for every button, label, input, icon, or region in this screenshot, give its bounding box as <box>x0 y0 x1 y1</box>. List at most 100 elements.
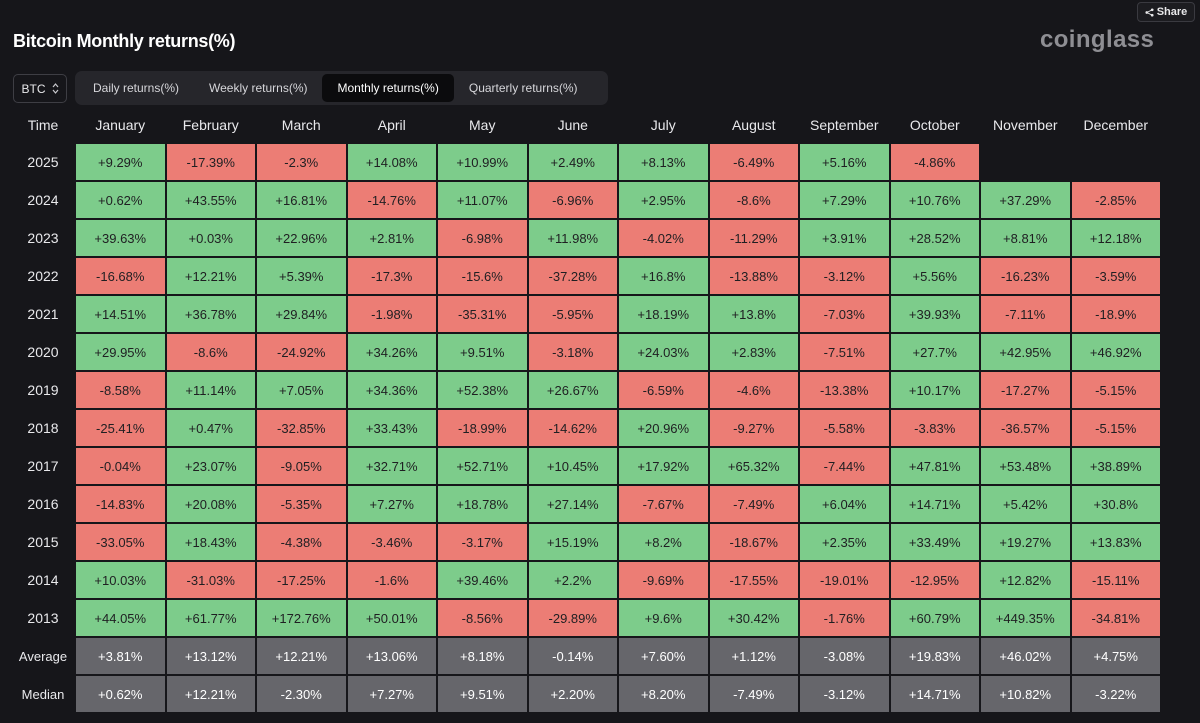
return-cell: +11.14% <box>166 372 255 408</box>
summary-cell: -3.22% <box>1071 676 1160 712</box>
return-cell: +0.47% <box>166 410 255 446</box>
page-title: Bitcoin Monthly returns(%) <box>13 31 236 51</box>
return-cell: +10.03% <box>76 562 165 598</box>
return-cell: -1.6% <box>347 562 436 598</box>
return-cell: -8.58% <box>76 372 165 408</box>
return-cell: +27.7% <box>890 334 979 370</box>
table-header-row: Time January February March April May June Jul… <box>12 108 1160 142</box>
return-cell: +5.56% <box>890 258 979 294</box>
return-cell: +16.81% <box>257 182 346 218</box>
return-cell: +39.63% <box>76 220 165 256</box>
return-cell: -24.92% <box>257 334 346 370</box>
return-cell: -25.41% <box>76 410 165 446</box>
return-cell <box>981 144 1070 180</box>
up-down-chevron-icon <box>52 83 58 94</box>
return-cell: +13.83% <box>1071 524 1160 560</box>
tab-weekly-returns[interactable]: Weekly returns(%) <box>209 81 308 95</box>
return-cell: -17.3% <box>347 258 436 294</box>
summary-cell: -0.14% <box>528 638 617 674</box>
return-cell: +14.08% <box>347 144 436 180</box>
summary-cell: +1.12% <box>709 638 798 674</box>
return-cell: +2.49% <box>528 144 617 180</box>
return-cell: +7.05% <box>257 372 346 408</box>
return-cell: +39.46% <box>438 562 527 598</box>
table-row: 2019 -8.58% +11.14% +7.05% +34.36% +52.38% +26… <box>12 372 1160 408</box>
return-cell: -37.28% <box>528 258 617 294</box>
period-tabs: Daily returns(%) Weekly returns(%) Month… <box>75 71 608 105</box>
summary-cell: +10.82% <box>981 676 1070 712</box>
table-row: 2021 +14.51% +36.78% +29.84% -1.98% -35.31% -5… <box>12 296 1160 332</box>
summary-row: Median +0.62% +12.21% -2.30% +7.27% +9.51% +2.… <box>12 676 1160 712</box>
year-cell: 2014 <box>27 572 59 588</box>
return-cell: -4.38% <box>257 524 346 560</box>
return-cell: +9.51% <box>438 334 527 370</box>
summary-cell: -7.49% <box>709 676 798 712</box>
return-cell: +7.29% <box>800 182 889 218</box>
summary-cell: +13.06% <box>347 638 436 674</box>
return-cell: +2.81% <box>347 220 436 256</box>
summary-cell: +14.71% <box>890 676 979 712</box>
return-cell: -6.98% <box>438 220 527 256</box>
summary-cell: -2.30% <box>257 676 346 712</box>
return-cell: -13.38% <box>800 372 889 408</box>
tab-monthly-returns[interactable]: Monthly returns(%) <box>322 74 454 102</box>
return-cell: -7.11% <box>981 296 1070 332</box>
summary-cell: +13.12% <box>166 638 255 674</box>
month-header: August <box>731 117 776 133</box>
return-cell <box>1072 144 1161 180</box>
summary-cell: -3.12% <box>800 676 889 712</box>
return-cell: +11.98% <box>528 220 617 256</box>
return-cell: -14.83% <box>76 486 165 522</box>
month-header: December <box>1083 117 1149 133</box>
return-cell: -3.59% <box>1071 258 1160 294</box>
return-cell: +10.17% <box>890 372 979 408</box>
return-cell: +20.08% <box>166 486 255 522</box>
return-cell: -35.31% <box>438 296 527 332</box>
month-header: January <box>95 117 146 133</box>
year-cell: 2020 <box>27 344 59 360</box>
return-cell: +39.93% <box>890 296 979 332</box>
return-cell: -1.98% <box>347 296 436 332</box>
summary-label: Median <box>21 686 65 702</box>
return-cell: +0.03% <box>166 220 255 256</box>
return-cell: +19.27% <box>981 524 1070 560</box>
month-header: March <box>281 117 321 133</box>
return-cell: +0.62% <box>76 182 165 218</box>
return-cell: +24.03% <box>619 334 708 370</box>
return-cell: -7.44% <box>800 448 889 484</box>
return-cell: -18.67% <box>709 524 798 560</box>
share-label: Share <box>1156 6 1188 18</box>
table-row: 2023 +39.63% +0.03% +22.96% +2.81% -6.98% +11.… <box>12 220 1160 256</box>
table-row: 2025 +9.29% -17.39% -2.3% +14.08% +10.99% +2.4… <box>12 144 1160 180</box>
summary-cell: -3.08% <box>800 638 889 674</box>
tab-daily-returns[interactable]: Daily returns(%) <box>93 81 180 95</box>
year-cell: 2013 <box>27 610 59 626</box>
return-cell: +14.51% <box>76 296 165 332</box>
return-cell: +20.96% <box>619 410 708 446</box>
return-cell: -2.3% <box>257 144 346 180</box>
return-cell: -5.95% <box>528 296 617 332</box>
return-cell: +2.95% <box>619 182 708 218</box>
table-row: 2024 +0.62% +43.55% +16.81% -14.76% +11.07% -6… <box>12 182 1160 218</box>
return-cell: +8.81% <box>981 220 1070 256</box>
return-cell: -3.12% <box>800 258 889 294</box>
return-cell: +449.35% <box>981 600 1070 636</box>
summary-row: Average +3.81% +13.12% +12.21% +13.06% +8.18%… <box>12 638 1160 674</box>
return-cell: -5.15% <box>1071 410 1160 446</box>
return-cell: -29.89% <box>528 600 617 636</box>
share-button[interactable]: Share <box>1137 2 1195 22</box>
return-cell: +9.6% <box>619 600 708 636</box>
year-cell: 2017 <box>27 458 59 474</box>
return-cell: -3.83% <box>890 410 979 446</box>
symbol-select[interactable]: BTC <box>13 74 67 103</box>
return-cell: -18.9% <box>1071 296 1160 332</box>
return-cell: -17.55% <box>709 562 798 598</box>
tab-quarterly-returns[interactable]: Quarterly returns(%) <box>468 81 578 95</box>
table-row: 2022 -16.68% +12.21% +5.39% -17.3% -15.6% -37.… <box>12 258 1160 294</box>
month-header: April <box>377 117 406 133</box>
table-body: 2025 +9.29% -17.39% -2.3% +14.08% +10.99% +2.4… <box>12 144 1160 712</box>
return-cell: +13.8% <box>709 296 798 332</box>
month-header: November <box>992 117 1058 133</box>
return-cell: +8.13% <box>619 144 708 180</box>
month-header: October <box>909 117 960 133</box>
